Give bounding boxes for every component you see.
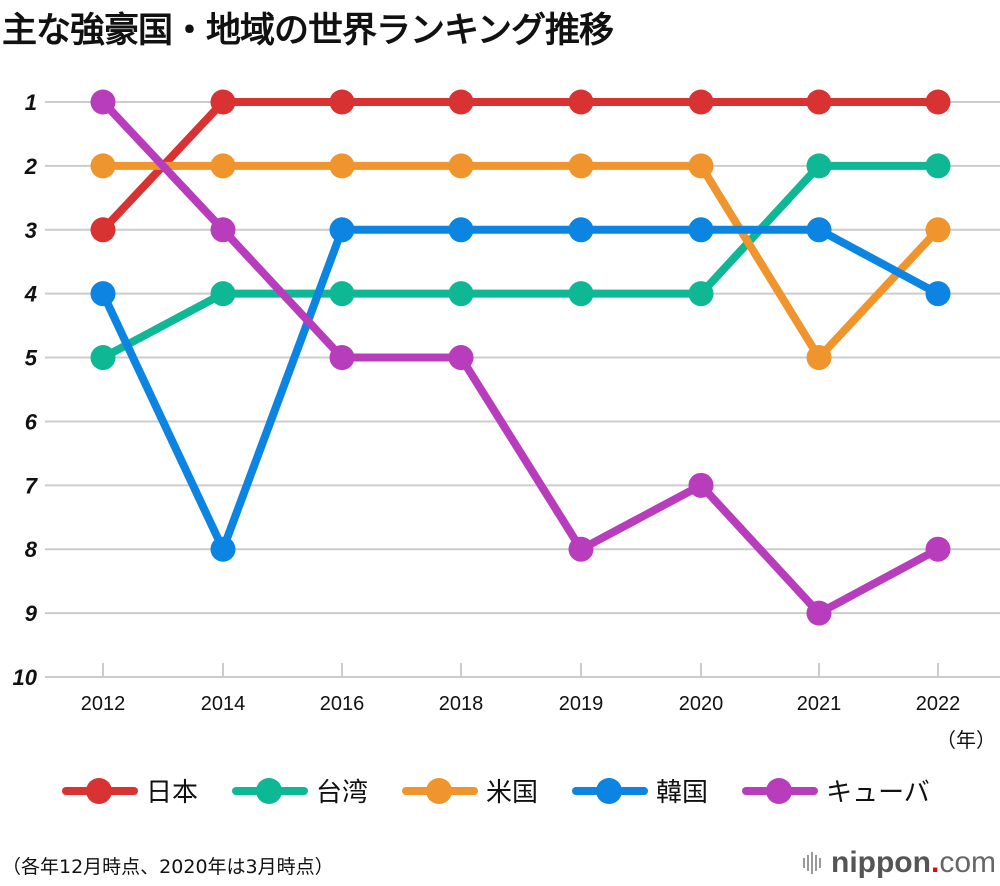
brand-logo: nippon. com <box>803 846 996 880</box>
data-point <box>329 345 355 371</box>
y-tick-label: 8 <box>25 537 38 562</box>
legend-swatch-icon <box>60 776 140 806</box>
data-point <box>329 281 355 307</box>
legend-swatch-icon <box>570 776 650 806</box>
series-line <box>99 98 942 234</box>
data-point <box>925 281 951 307</box>
y-tick-label: 1 <box>25 90 37 115</box>
footnote: （各年12月時点、2020年は3月時点） <box>2 856 334 878</box>
data-point <box>210 281 236 307</box>
data-point <box>448 153 474 179</box>
legend-item: 米国 <box>400 772 538 809</box>
x-axis-unit: （年） <box>936 728 996 752</box>
data-point <box>448 281 474 307</box>
y-tick-label: 5 <box>25 346 38 371</box>
legend-item: キューバ <box>740 772 930 809</box>
data-point <box>90 217 116 243</box>
data-point <box>568 89 594 115</box>
y-tick-label: 3 <box>25 218 37 243</box>
line-chart: 1 2 3 4 5 6 7 8 9 10 2012 2014 2016 2018 2019 2020 2021… <box>13 89 1000 715</box>
data-point <box>210 89 236 115</box>
y-tick-label: 2 <box>24 154 38 179</box>
y-tick-label: 6 <box>25 409 38 434</box>
data-point <box>210 536 236 562</box>
series-line <box>99 161 942 362</box>
legend-label: 台湾 <box>316 778 369 808</box>
data-point <box>210 153 236 179</box>
legend-label: キューバ <box>826 778 930 808</box>
data-point <box>90 345 116 371</box>
x-tick-label: 2012 <box>81 693 126 715</box>
data-point <box>925 536 951 562</box>
series-lines <box>99 98 942 618</box>
chart-title: 主な強豪国・地域の世界ランキング推移 <box>2 11 614 51</box>
brand-name: nippon <box>831 846 931 879</box>
data-point <box>688 472 714 498</box>
y-tick-label: 7 <box>25 473 39 498</box>
data-point <box>448 345 474 371</box>
legend-item: 台湾 <box>230 772 368 809</box>
y-tick-label: 10 <box>13 665 38 690</box>
data-point <box>90 281 116 307</box>
legend-swatch-icon <box>740 776 820 806</box>
data-point <box>448 89 474 115</box>
data-point <box>806 217 832 243</box>
data-point <box>210 217 236 243</box>
data-point <box>806 89 832 115</box>
data-point <box>329 89 355 115</box>
data-point <box>448 217 474 243</box>
data-point <box>329 217 355 243</box>
data-point <box>806 345 832 371</box>
x-tick-label: 2014 <box>201 693 246 715</box>
brand-dot: . <box>930 846 940 879</box>
y-axis-ticks: 1 2 3 4 5 6 7 8 9 10 <box>13 90 39 690</box>
legend-item: 日本 <box>60 772 198 809</box>
legend-label: 日本 <box>146 778 199 808</box>
data-point <box>688 281 714 307</box>
data-point <box>806 153 832 179</box>
data-point <box>806 600 832 626</box>
data-point <box>688 217 714 243</box>
data-point <box>90 89 116 115</box>
series-line <box>99 161 942 362</box>
y-tick-label: 4 <box>24 282 37 307</box>
x-tick-label: 2019 <box>559 693 604 715</box>
legend: 日本 台湾 米国 韓国 キューバ <box>60 772 962 809</box>
sound-bars-icon <box>803 852 823 874</box>
legend-label: 韓国 <box>656 778 709 808</box>
x-tick-label: 2021 <box>797 693 842 715</box>
x-tick-label: 2020 <box>679 693 724 715</box>
data-point <box>925 89 951 115</box>
x-tick-label: 2018 <box>439 693 484 715</box>
series-points <box>90 89 951 626</box>
y-tick-label: 9 <box>25 601 38 626</box>
x-tick-label: 2022 <box>916 693 961 715</box>
data-point <box>568 217 594 243</box>
data-point <box>90 153 116 179</box>
data-point <box>925 153 951 179</box>
data-point <box>568 536 594 562</box>
legend-item: 韓国 <box>570 772 708 809</box>
data-point <box>329 153 355 179</box>
data-point <box>688 153 714 179</box>
data-point <box>568 281 594 307</box>
x-axis-ticks: 2012 2014 2016 2018 2019 2020 2021 2022 <box>81 663 961 715</box>
series-line <box>99 98 942 618</box>
brand-tld: com <box>939 846 996 879</box>
data-point <box>568 153 594 179</box>
legend-swatch-icon <box>230 776 310 806</box>
x-tick-label: 2016 <box>320 693 365 715</box>
data-point <box>688 89 714 115</box>
data-point <box>925 217 951 243</box>
legend-label: 米国 <box>486 778 539 808</box>
series-line <box>99 225 942 554</box>
legend-swatch-icon <box>400 776 480 806</box>
